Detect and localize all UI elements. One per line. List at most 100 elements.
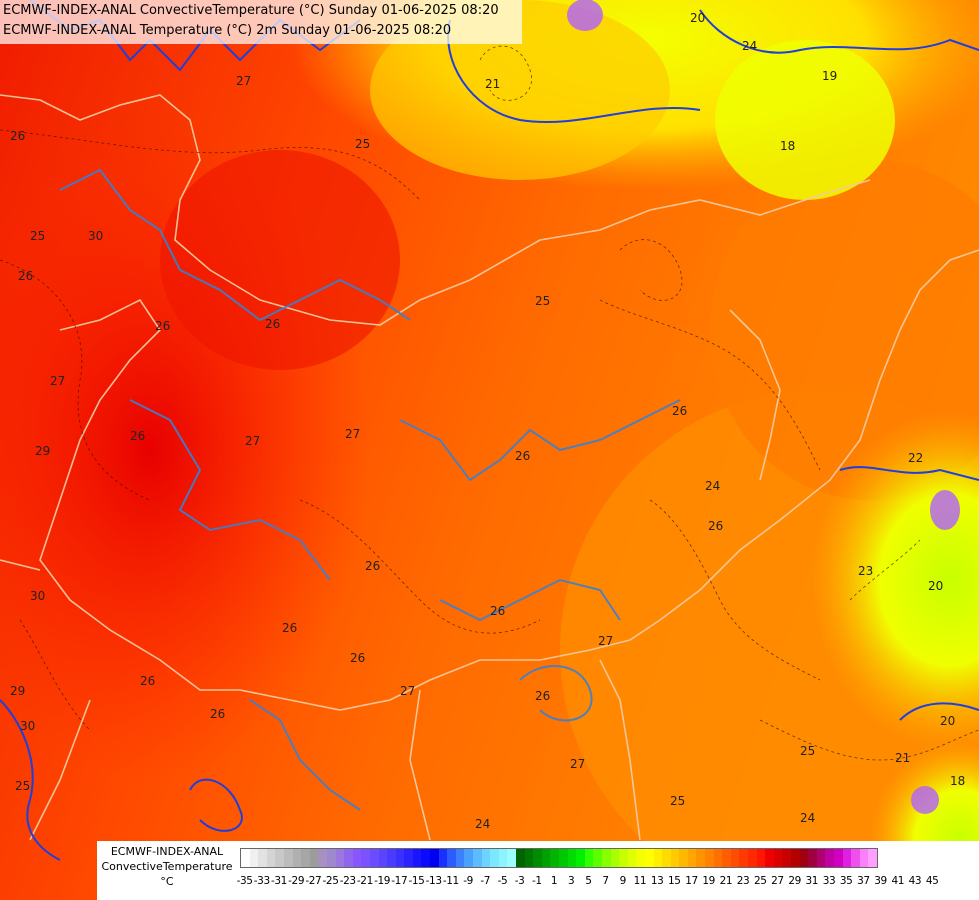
legend-tick: -21 bbox=[356, 875, 373, 887]
legend-swatch bbox=[816, 849, 826, 867]
legend-tick: -17 bbox=[391, 875, 408, 887]
legend-ticks: -35 -33 -31 -29 -27 -25 -23 -21 -19 -17 -15 -13 -11-… bbox=[236, 875, 941, 889]
legend-swatch bbox=[464, 849, 474, 867]
legend-tick: 39 bbox=[874, 875, 887, 887]
legend-swatch bbox=[524, 849, 534, 867]
legend-model: ECMWF-INDEX-ANAL bbox=[110, 845, 224, 858]
legend-tick: -31 bbox=[270, 875, 287, 887]
contour-label: 30 bbox=[30, 589, 45, 603]
legend-swatch bbox=[249, 849, 259, 867]
legend-swatch bbox=[567, 849, 577, 867]
legend-swatch bbox=[266, 849, 276, 867]
contour-label: 27 bbox=[50, 374, 65, 388]
contour-label: 26 bbox=[350, 651, 365, 665]
legend-swatch bbox=[318, 849, 327, 867]
contour-label: 27 bbox=[400, 684, 415, 698]
contour-label: 21 bbox=[895, 751, 910, 765]
legend-tick: 35 bbox=[839, 875, 853, 887]
legend-tick: 25 bbox=[753, 875, 767, 887]
legend-tick: 7 bbox=[602, 875, 609, 887]
legend-swatch bbox=[653, 849, 663, 867]
map-title-line-2: ECMWF-INDEX-ANAL Temperature (°C) 2m Sun… bbox=[3, 23, 452, 38]
legend-tick: 13 bbox=[650, 875, 664, 887]
legend-tick: 21 bbox=[719, 875, 733, 887]
legend-tick: -23 bbox=[339, 875, 356, 887]
legend-tick: -7 bbox=[480, 875, 491, 887]
color-legend: ECMWF-INDEX-ANAL ConvectiveTemperature °… bbox=[97, 841, 979, 900]
legend-tick: -5 bbox=[497, 875, 508, 887]
legend-swatch bbox=[868, 849, 877, 867]
legend-swatch bbox=[851, 849, 860, 867]
legend-swatch bbox=[481, 849, 491, 867]
legend-swatch bbox=[447, 849, 456, 867]
legend-swatch bbox=[335, 849, 345, 867]
contour-label: 26 bbox=[10, 129, 25, 143]
legend-swatch bbox=[713, 849, 723, 867]
contour-label: 25 bbox=[535, 294, 550, 308]
contour-label: 26 bbox=[155, 319, 170, 333]
contour-label: 19 bbox=[822, 69, 837, 83]
legend-swatch bbox=[404, 849, 413, 867]
legend-swatch bbox=[301, 849, 310, 867]
contour-label: 25 bbox=[15, 779, 30, 793]
legend-swatches bbox=[240, 848, 878, 868]
legend-tick: 43 bbox=[908, 875, 922, 887]
contour-label: 18 bbox=[950, 774, 965, 788]
legend-tick: -35 bbox=[236, 875, 253, 887]
legend-tick: -1 bbox=[531, 875, 542, 887]
legend-tick: 37 bbox=[857, 875, 870, 887]
legend-swatch bbox=[619, 849, 628, 867]
contour-label: 27 bbox=[236, 74, 251, 88]
legend-tick: -19 bbox=[374, 875, 391, 887]
legend-tick: 17 bbox=[685, 875, 698, 887]
contour-label: 26 bbox=[265, 317, 280, 331]
contour-label: 26 bbox=[535, 689, 550, 703]
legend-unit: °C bbox=[160, 875, 174, 888]
legend-swatch bbox=[627, 849, 637, 867]
contour-label: 20 bbox=[690, 11, 705, 25]
legend-tick: -13 bbox=[425, 875, 442, 887]
legend-swatch bbox=[283, 849, 293, 867]
contour-label: 24 bbox=[800, 811, 815, 825]
legend-swatch bbox=[722, 849, 731, 867]
legend-swatch bbox=[412, 849, 422, 867]
legend-swatch bbox=[369, 849, 379, 867]
legend-swatch bbox=[421, 849, 431, 867]
legend-tick: -11 bbox=[442, 875, 459, 887]
legend-swatch bbox=[773, 849, 783, 867]
legend-swatch bbox=[859, 849, 869, 867]
legend-swatch bbox=[739, 849, 749, 867]
legend-swatch bbox=[679, 849, 688, 867]
contour-label: 24 bbox=[742, 39, 757, 53]
legend-swatch bbox=[541, 849, 551, 867]
contour-label: 27 bbox=[245, 434, 260, 448]
contour-label: 26 bbox=[672, 404, 687, 418]
legend-tick: -25 bbox=[322, 875, 339, 887]
isotherms bbox=[0, 45, 979, 761]
convective-contours-light bbox=[59, 168, 681, 811]
contour-label: 27 bbox=[598, 634, 613, 648]
contour-label: 26 bbox=[490, 604, 505, 618]
legend-tick: 19 bbox=[702, 875, 715, 887]
country-borders bbox=[0, 94, 979, 841]
legend-swatch bbox=[756, 849, 766, 867]
legend-parameter: ConvectiveTemperature bbox=[101, 860, 233, 873]
legend-swatch bbox=[352, 849, 362, 867]
legend-swatch bbox=[791, 849, 800, 867]
legend-swatch bbox=[799, 849, 809, 867]
legend-swatch bbox=[309, 849, 319, 867]
legend-swatch bbox=[438, 849, 448, 867]
legend-swatch bbox=[516, 849, 525, 867]
legend-swatch bbox=[610, 849, 620, 867]
contour-label: 29 bbox=[10, 684, 25, 698]
legend-swatch bbox=[808, 849, 817, 867]
legend-swatch bbox=[636, 849, 645, 867]
legend-swatch bbox=[662, 849, 671, 867]
legend-tick: 27 bbox=[771, 875, 784, 887]
legend-swatch bbox=[601, 849, 611, 867]
contour-label: 26 bbox=[515, 449, 530, 463]
legend-swatch bbox=[696, 849, 706, 867]
legend-swatch bbox=[344, 849, 353, 867]
legend-tick: -3 bbox=[514, 875, 525, 887]
legend-swatch bbox=[550, 849, 559, 867]
